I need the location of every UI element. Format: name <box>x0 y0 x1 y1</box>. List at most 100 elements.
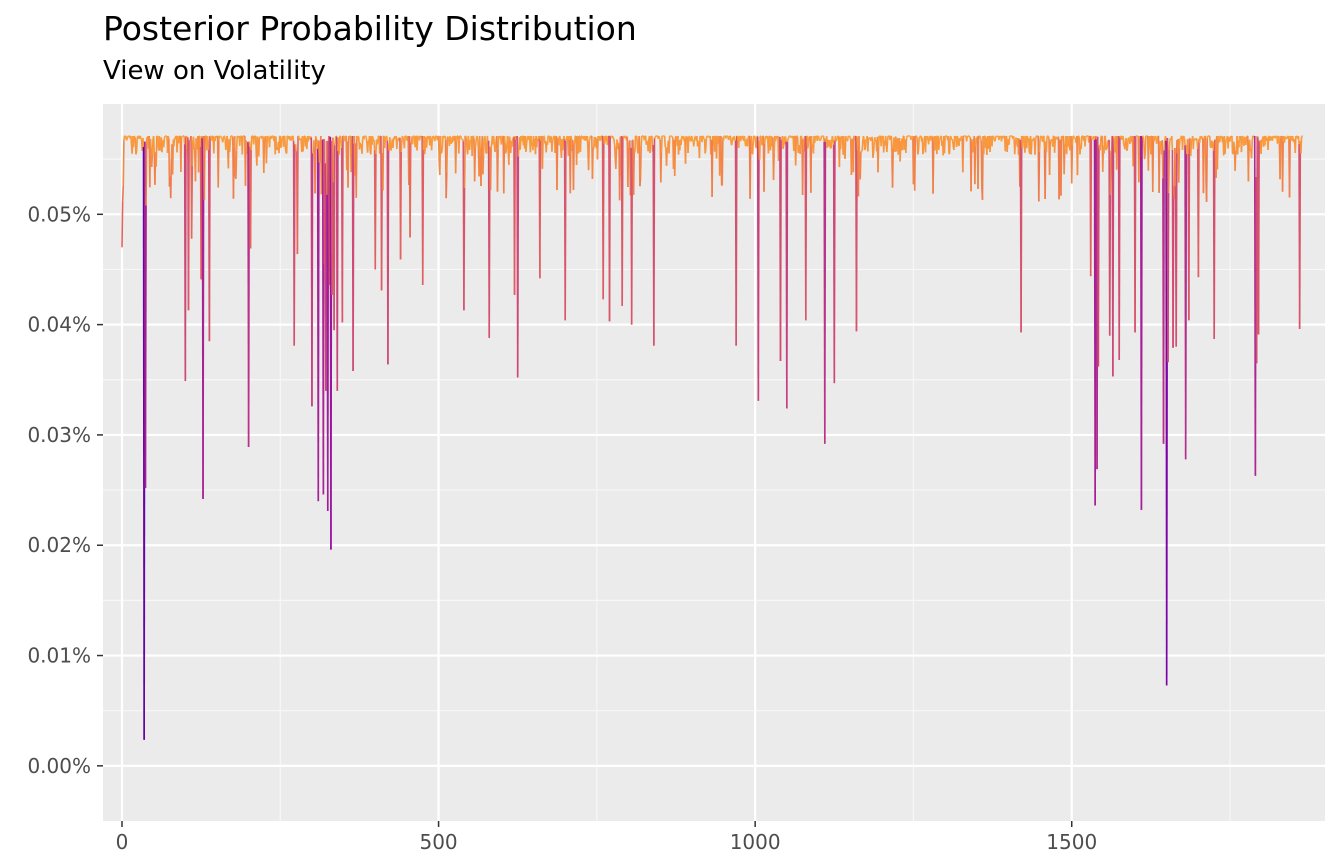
series-segment <box>176 135 180 139</box>
series-segment <box>632 147 636 195</box>
series-segment <box>183 135 186 145</box>
series-segment <box>1038 151 1041 202</box>
series-segment <box>1154 135 1157 138</box>
series-segment <box>836 137 839 140</box>
series-segment <box>135 138 138 152</box>
series-segment <box>1274 136 1277 139</box>
series-segment <box>718 138 722 176</box>
series-segment <box>1050 138 1053 142</box>
grid-lines <box>103 104 1325 821</box>
series-segment <box>192 136 195 148</box>
series-segment <box>948 137 951 155</box>
series-segment <box>1260 139 1263 154</box>
series-segment <box>203 135 206 200</box>
series-segment <box>1240 140 1243 153</box>
series-segment <box>763 143 766 192</box>
series-segment <box>247 141 251 448</box>
series-segment <box>615 146 618 169</box>
series-segment <box>503 135 506 144</box>
series-segment <box>1216 138 1219 170</box>
series-segment <box>417 135 420 138</box>
series-segment <box>1008 135 1011 145</box>
series-segment <box>373 139 376 151</box>
series-segment <box>280 138 283 148</box>
series-segment <box>1103 135 1106 154</box>
series-segment <box>917 137 920 151</box>
series-segment <box>228 142 232 152</box>
series-segment <box>864 139 867 150</box>
chart-subtitle: View on Volatility <box>103 56 326 86</box>
series-segment <box>779 139 782 362</box>
series-segment <box>508 136 511 141</box>
series-segment <box>471 135 474 156</box>
series-segment <box>701 135 704 143</box>
series-segment <box>649 137 652 153</box>
series-segment <box>917 149 920 155</box>
series-segment <box>458 135 461 154</box>
series-segment <box>980 140 983 187</box>
series-segment <box>968 135 971 138</box>
series-segment <box>288 135 291 139</box>
series-segment <box>1113 139 1117 153</box>
series-segment <box>447 136 450 140</box>
series-segment <box>1294 135 1297 153</box>
series-segment <box>1045 136 1048 153</box>
series-segment <box>465 138 468 150</box>
series-segment <box>1140 135 1143 510</box>
series-segment <box>566 135 569 139</box>
series-segment <box>937 139 941 150</box>
series-segment <box>440 146 444 153</box>
series-segment <box>528 135 531 140</box>
series-segment <box>1134 135 1137 333</box>
series-segment <box>278 135 281 154</box>
series-segment <box>1164 135 1167 141</box>
series-segment <box>1138 135 1141 183</box>
series-segment <box>570 135 573 139</box>
series-segment <box>799 135 802 154</box>
series-segment <box>541 137 544 169</box>
series-segment <box>784 136 787 142</box>
series-segment <box>635 135 639 148</box>
series-segment <box>586 136 589 154</box>
series-segment <box>880 135 883 147</box>
series-segment <box>734 139 737 142</box>
series-segment <box>775 135 778 139</box>
series-segment <box>673 138 677 176</box>
series-segment <box>152 135 156 154</box>
series-segment <box>993 137 996 141</box>
series-segment <box>1060 135 1063 196</box>
series-segment <box>721 137 724 186</box>
series-segment <box>217 140 220 188</box>
series-segment <box>492 135 496 145</box>
series-segment <box>613 145 617 158</box>
series-segment <box>901 135 905 151</box>
series-segment <box>467 135 470 145</box>
series-segment <box>161 140 164 153</box>
series-segment <box>634 135 637 153</box>
series-segment <box>340 139 343 148</box>
series-segment <box>1015 137 1018 142</box>
series-segment <box>1177 147 1181 183</box>
series-segment <box>425 139 428 148</box>
series-segment <box>720 135 723 185</box>
series-segment <box>1264 135 1267 138</box>
series-segment <box>1184 145 1188 460</box>
series-segment <box>516 156 520 378</box>
series-segment <box>233 135 237 177</box>
series-segment <box>977 135 980 189</box>
series-segment <box>1106 140 1109 149</box>
series-segment <box>430 139 434 151</box>
series-segment <box>1297 135 1300 145</box>
series-segment <box>220 136 223 139</box>
series-segment <box>209 135 213 140</box>
series-segment <box>855 136 858 332</box>
series-segment <box>561 140 565 151</box>
series-segment <box>1267 136 1270 150</box>
series-segment <box>886 141 889 153</box>
series-segment <box>440 151 443 154</box>
series-segment <box>382 135 385 191</box>
series-segment <box>1059 138 1061 141</box>
series-segment <box>1027 138 1031 153</box>
series-segment <box>290 135 294 141</box>
x-tick-label: 1000 <box>730 830 781 854</box>
